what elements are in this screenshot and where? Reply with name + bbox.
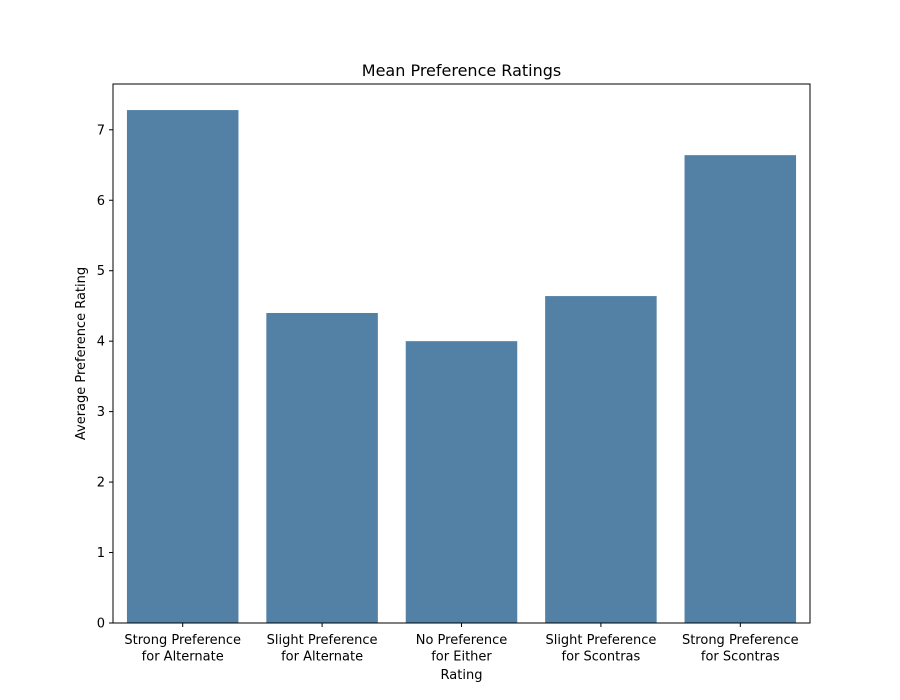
y-tick-label-5: 5 [97,264,105,279]
x-tick-label-3: Slight Preference for Scontras [545,633,656,665]
chart-title: Mean Preference Ratings [362,61,561,80]
y-tick-label-0: 0 [97,617,105,632]
x-tick-label-2: No Preference for Either [416,633,508,665]
x-axis: Strong Preference for Alternate Slight Pre… [124,623,799,665]
y-tick-label-3: 3 [97,405,105,420]
y-tick-label-1: 1 [97,546,105,561]
y-tick-label-7: 7 [97,123,105,138]
bar-2 [405,341,518,623]
bar-0 [126,110,239,624]
bar-1 [266,312,378,623]
y-axis-label: Average Preference Rating [74,267,89,440]
bar-4 [684,155,797,623]
x-tick-label-1: Slight Preference for Alternate [267,633,378,665]
x-tick-label-4: Strong Preference for Scontras [682,633,799,665]
plot-frame [112,83,811,624]
x-axis-label: Rating [441,668,483,683]
y-axis: 0 1 2 3 4 5 6 7 [97,123,113,632]
bar-3 [545,296,657,623]
y-tick-label-6: 6 [97,194,105,209]
y-tick-label-4: 4 [97,335,105,350]
y-tick-label-2: 2 [97,476,105,491]
x-tick-label-0: Strong Preference for Alternate [124,633,241,665]
bars-group [126,110,797,624]
